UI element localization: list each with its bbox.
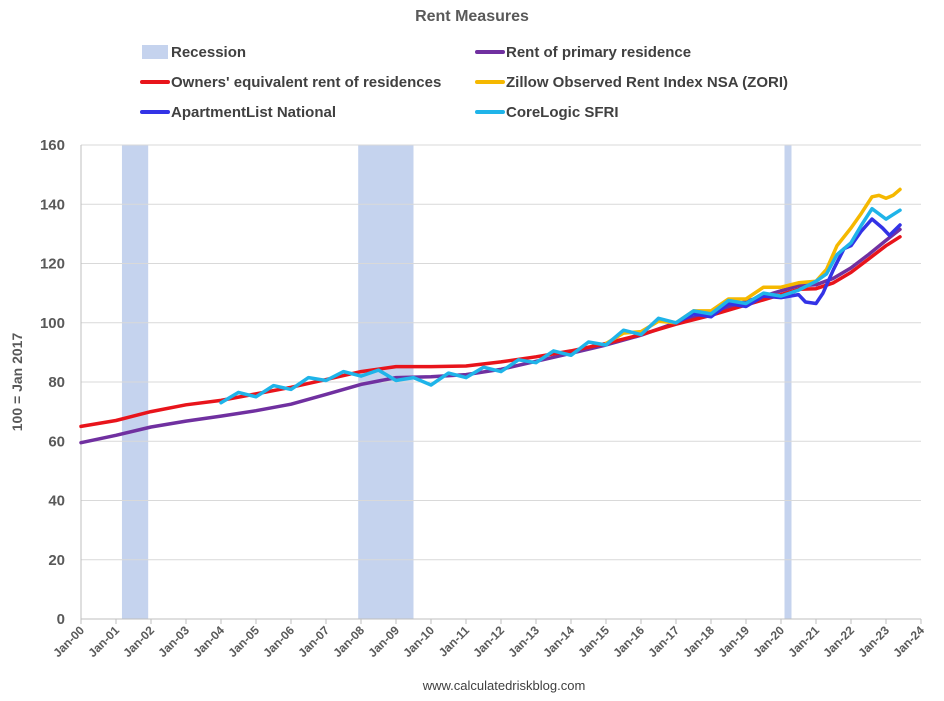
x-tick-label-jan-05: Jan-05 [225, 623, 262, 660]
source-text: www.calculatedriskblog.com [422, 678, 586, 693]
x-tick-label-jan-20: Jan-20 [750, 623, 787, 660]
y-tick-label-140: 140 [40, 196, 65, 213]
x-tick-label-jan-01: Jan-01 [85, 623, 122, 660]
chart-title: Rent Measures [415, 8, 529, 25]
series-line-corelogic-sfri [219, 206, 902, 405]
y-tick-label-160: 160 [40, 137, 65, 154]
x-tick-label-jan-08: Jan-08 [330, 623, 367, 660]
legend-label-zillow-observed-rent-index-nsa-zori: Zillow Observed Rent Index NSA (ZORI) [506, 74, 788, 91]
y-tick-label-120: 120 [40, 256, 65, 273]
x-tick-label-jan-03: Jan-03 [155, 623, 192, 660]
legend-swatch-recession [142, 45, 168, 59]
series-line-rent-of-primary-residence [79, 227, 902, 445]
y-tick-label-40: 40 [48, 493, 65, 510]
x-tick-label-jan-07: Jan-07 [295, 623, 332, 660]
y-tick-label-0: 0 [57, 611, 65, 628]
legend: Recession Rent of primary residence Owners… [140, 44, 788, 121]
series-lines [79, 187, 902, 445]
y-tick-label-80: 80 [48, 374, 65, 391]
gridlines [80, 144, 921, 620]
x-tick-label-jan-18: Jan-18 [680, 623, 717, 660]
x-tick-label-jan-00: Jan-00 [50, 623, 87, 660]
series-line-zillow-observed-rent-index-nsa-zori [604, 187, 902, 346]
x-tick-label-jan-04: Jan-04 [190, 623, 227, 660]
x-tick-label-jan-14: Jan-14 [540, 623, 577, 660]
x-tick-label-jan-02: Jan-02 [120, 623, 157, 660]
x-tick-label-jan-13: Jan-13 [505, 623, 542, 660]
legend-label-corelogic-sfri: CoreLogic SFRI [506, 104, 619, 121]
x-tick-label-jan-09: Jan-09 [365, 623, 402, 660]
legend-label-recession: Recession [171, 44, 246, 61]
x-axis: Jan-00Jan-01Jan-02Jan-03Jan-04Jan-05Jan-… [50, 619, 927, 660]
x-tick-label-jan-12: Jan-12 [470, 623, 507, 660]
x-tick-label-jan-24: Jan-24 [890, 623, 927, 660]
x-tick-label-jan-10: Jan-10 [400, 623, 437, 660]
y-tick-label-20: 20 [48, 552, 65, 569]
x-tick-label-jan-11: Jan-11 [436, 623, 473, 660]
y-tick-label-100: 100 [40, 315, 65, 332]
legend-label-apartmentlist-national: ApartmentList National [171, 104, 336, 121]
series-line-apartmentlist-national [674, 217, 902, 325]
series-line-owners-equivalent-rent-of-residences [79, 235, 902, 429]
x-tick-label-jan-23: Jan-23 [855, 623, 892, 660]
x-tick-label-jan-17: Jan-17 [645, 623, 682, 660]
y-axis: 0 20 40 60 80 100 120 140 160 [40, 137, 65, 628]
legend-label-owners-equivalent-rent-of-residences: Owners' equivalent rent of residences [171, 74, 441, 91]
y-tick-label-60: 60 [48, 433, 65, 450]
legend-label-rent-of-primary-residence: Rent of primary residence [506, 44, 691, 61]
x-tick-label-jan-16: Jan-16 [610, 623, 647, 660]
x-tick-label-jan-22: Jan-22 [820, 623, 857, 660]
x-tick-label-jan-21: Jan-21 [785, 623, 822, 660]
y-axis-label: 100 = Jan 2017 [9, 333, 25, 432]
x-tick-label-jan-19: Jan-19 [715, 623, 752, 660]
x-tick-label-jan-15: Jan-15 [575, 623, 612, 660]
x-tick-label-jan-06: Jan-06 [260, 623, 297, 660]
